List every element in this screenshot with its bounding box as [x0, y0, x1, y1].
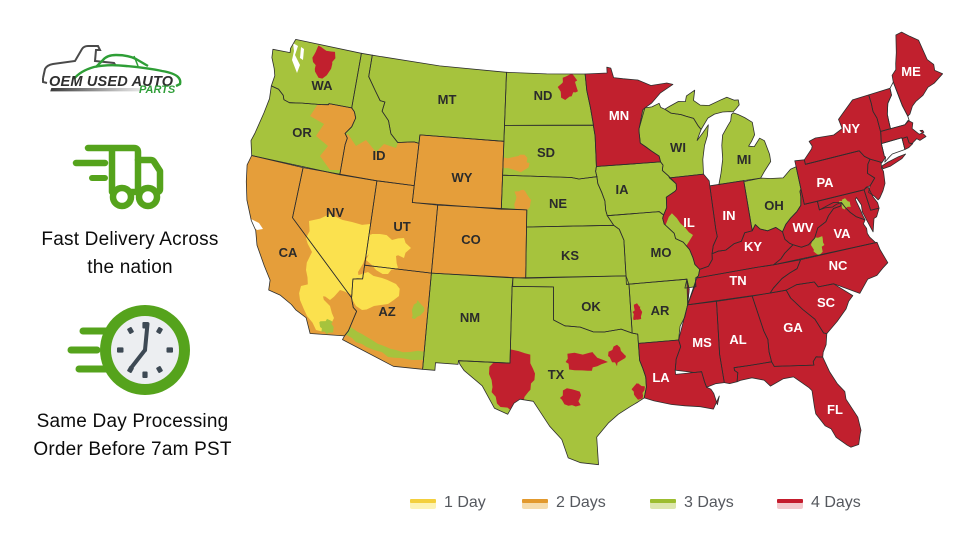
svg-text:WY: WY — [452, 170, 473, 185]
svg-text:WA: WA — [312, 78, 334, 93]
svg-text:NE: NE — [549, 196, 567, 211]
svg-text:PARTS: PARTS — [139, 84, 176, 96]
svg-text:GA: GA — [783, 320, 803, 335]
svg-text:AZ: AZ — [378, 304, 395, 319]
svg-text:MS: MS — [692, 335, 712, 350]
svg-text:AL: AL — [729, 332, 746, 347]
svg-text:SC: SC — [817, 295, 836, 310]
svg-text:CO: CO — [461, 232, 481, 247]
svg-text:ND: ND — [534, 88, 553, 103]
svg-text:KS: KS — [561, 248, 579, 263]
svg-text:MT: MT — [438, 92, 457, 107]
svg-text:IA: IA — [616, 182, 630, 197]
svg-text:NV: NV — [326, 205, 344, 220]
svg-text:KY: KY — [744, 239, 762, 254]
svg-text:MI: MI — [737, 152, 751, 167]
svg-text:MN: MN — [609, 108, 629, 123]
svg-text:TN: TN — [729, 273, 746, 288]
svg-text:UT: UT — [393, 219, 410, 234]
svg-text:MO: MO — [651, 245, 672, 260]
svg-text:LA: LA — [652, 370, 670, 385]
svg-text:TX: TX — [548, 367, 565, 382]
svg-text:OK: OK — [581, 299, 601, 314]
svg-text:IL: IL — [683, 215, 695, 230]
svg-text:PA: PA — [816, 175, 834, 190]
svg-text:OR: OR — [292, 125, 312, 140]
svg-text:OEM USED AUTO: OEM USED AUTO — [49, 74, 174, 90]
svg-text:IN: IN — [723, 208, 736, 223]
svg-text:WV: WV — [793, 220, 814, 235]
svg-text:NM: NM — [460, 310, 480, 325]
svg-text:NC: NC — [829, 258, 848, 273]
svg-text:VA: VA — [833, 226, 851, 241]
svg-text:ID: ID — [373, 148, 386, 163]
svg-text:WI: WI — [670, 140, 686, 155]
svg-text:ME: ME — [901, 64, 921, 79]
svg-text:SD: SD — [537, 145, 555, 160]
svg-text:AR: AR — [651, 303, 670, 318]
svg-text:FL: FL — [827, 402, 843, 417]
svg-text:NY: NY — [842, 121, 860, 136]
svg-text:OH: OH — [764, 198, 784, 213]
svg-text:CA: CA — [279, 245, 298, 260]
